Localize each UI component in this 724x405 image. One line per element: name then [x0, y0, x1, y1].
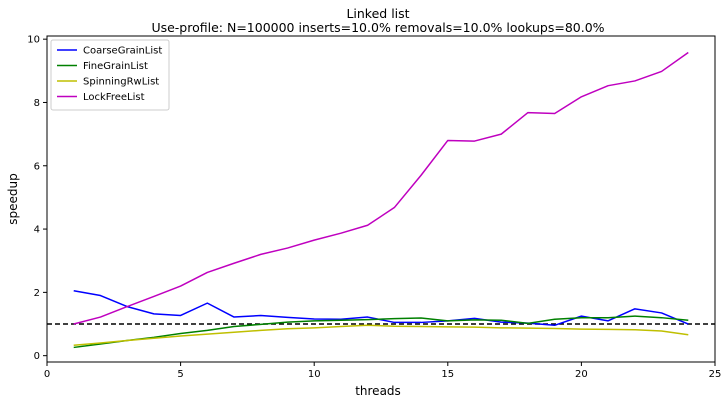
y-tick-label: 10 — [27, 35, 40, 46]
x-tick-label: 25 — [709, 369, 722, 380]
legend-label: LockFreeList — [83, 92, 145, 103]
y-axis-label: speedup — [6, 173, 20, 224]
x-axis-label: threads — [355, 384, 401, 398]
legend-label: FineGrainList — [83, 61, 148, 72]
series-line-2 — [73, 324, 689, 346]
plot-area: 0 5 10 15 20 25 0 2 4 6 8 10 CoarseGrainList FineGrai… — [27, 35, 721, 380]
y-tick-label: 0 — [34, 351, 40, 362]
x-tick-label: 15 — [441, 369, 454, 380]
series-line-1 — [73, 315, 689, 349]
y-tick-label: 8 — [34, 98, 40, 109]
y-tick-label: 4 — [34, 225, 40, 236]
series-line-3 — [73, 51, 689, 325]
series-line-0 — [73, 290, 689, 327]
chart-title: Linked list — [346, 6, 409, 21]
legend-label: CoarseGrainList — [83, 46, 162, 57]
y-tick-label: 6 — [34, 161, 40, 172]
x-tick-label: 10 — [308, 369, 321, 380]
chart-subtitle: Use-profile: N=100000 inserts=10.0% remo… — [151, 20, 604, 35]
x-tick-label: 5 — [177, 369, 183, 380]
legend-label: SpinningRwList — [83, 77, 159, 88]
legend-box — [50, 39, 170, 111]
y-tick-label: 2 — [34, 288, 40, 299]
x-tick-label: 0 — [44, 369, 50, 380]
plot-frame — [46, 35, 716, 363]
x-tick-label: 20 — [575, 369, 588, 380]
